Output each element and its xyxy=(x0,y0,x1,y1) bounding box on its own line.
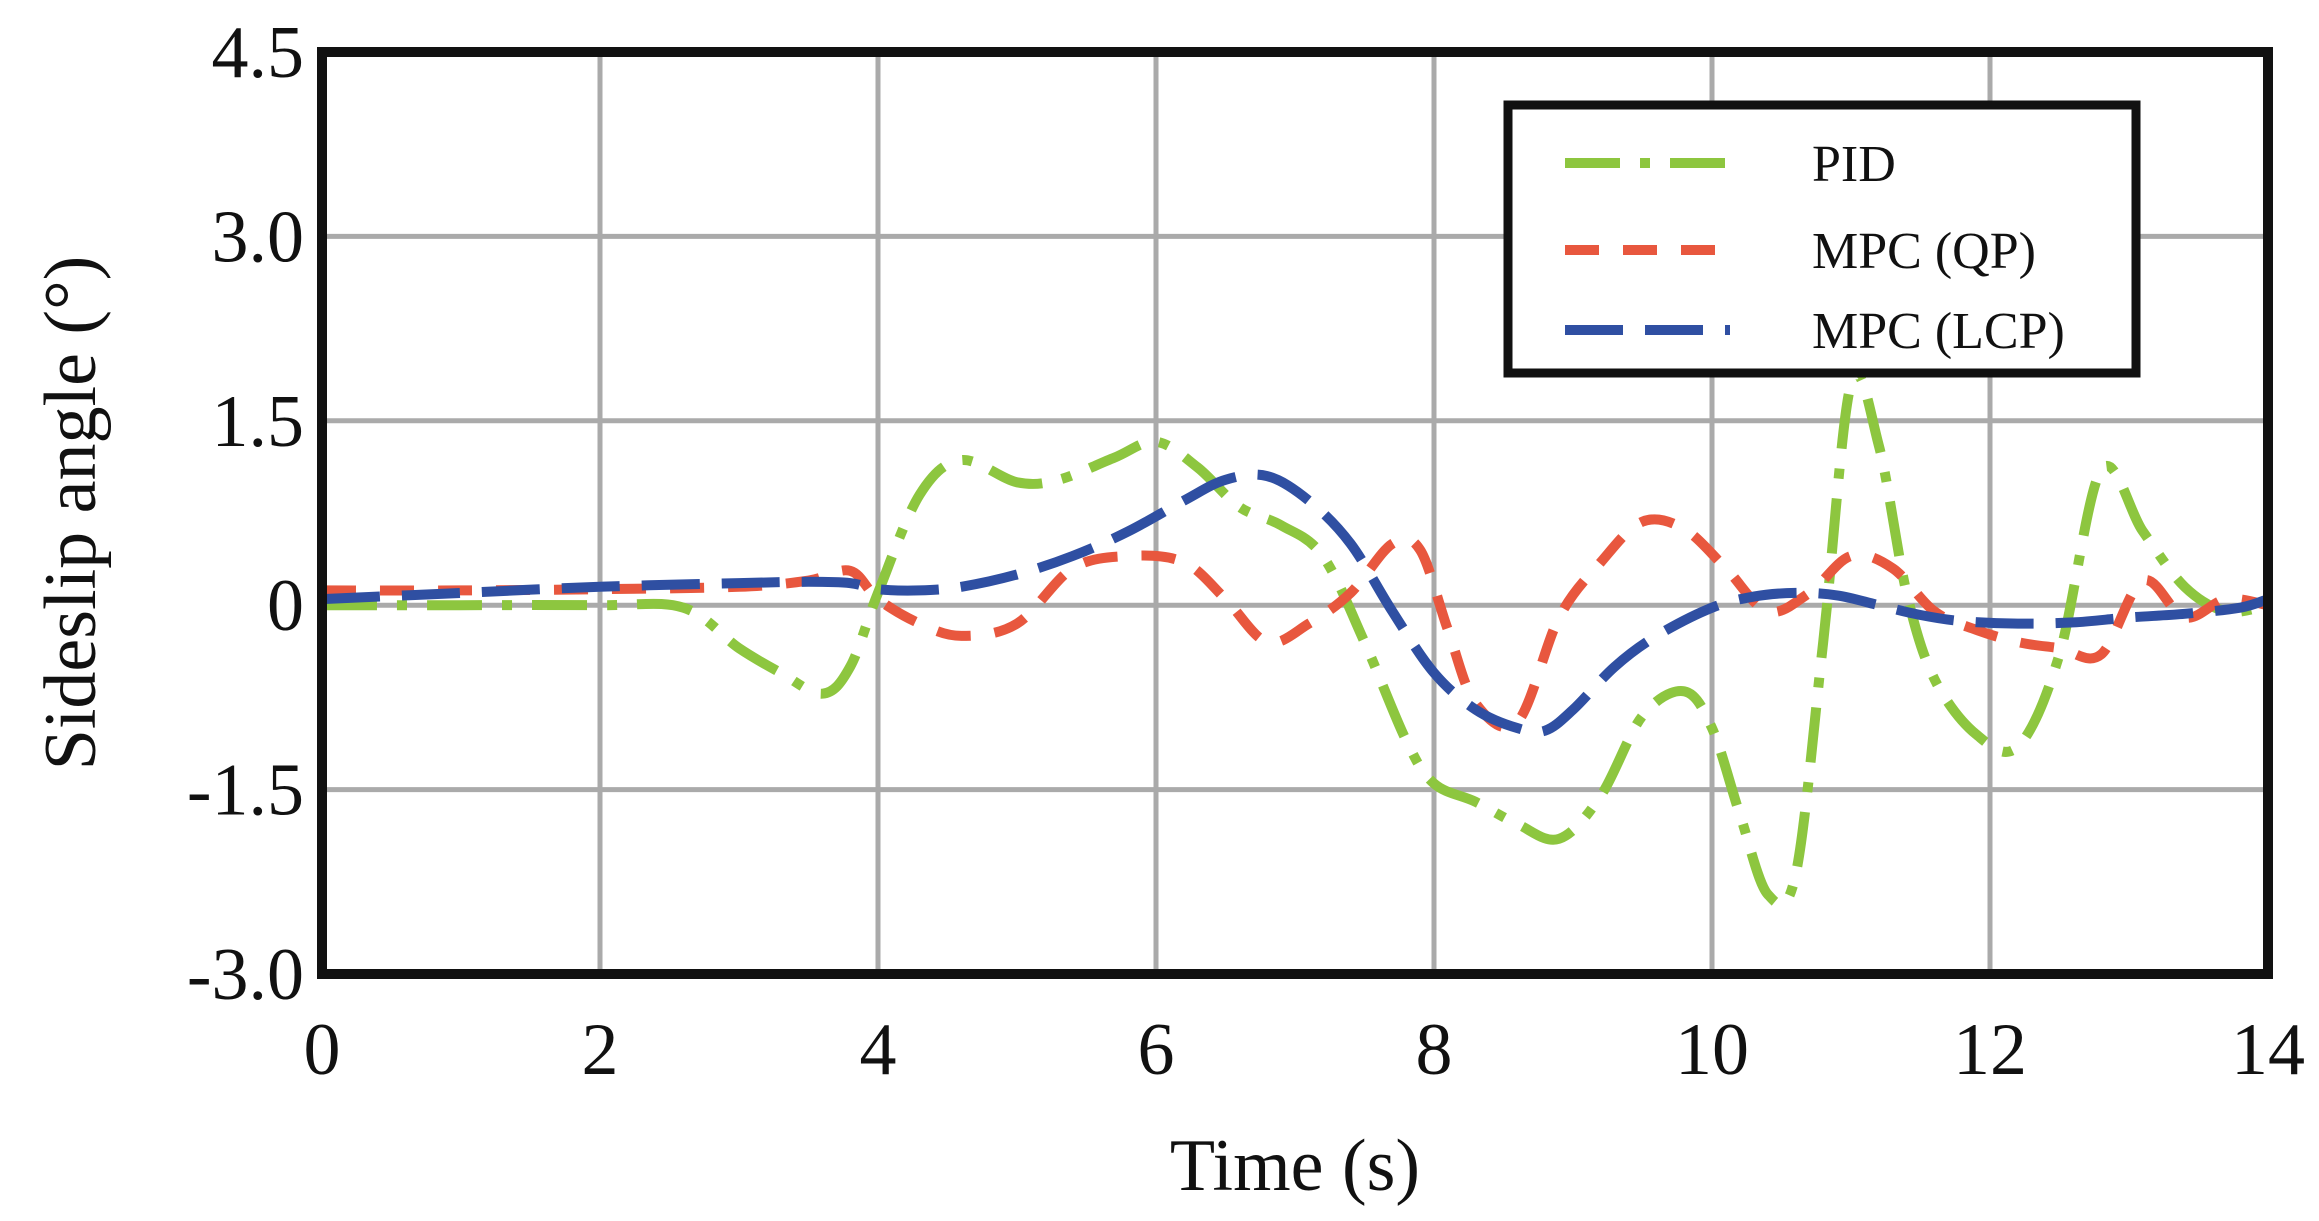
tick-labels: 0 2 4 6 8 10 12 14 -3.0 -1.5 0 1.5 3.0 4.5 xyxy=(187,12,2305,1091)
y-tick-label: 0 xyxy=(267,565,304,647)
legend-label-pid: PID xyxy=(1812,136,1896,193)
y-tick-label: 4.5 xyxy=(212,12,305,94)
legend-label-mpc-qp: MPC (QP) xyxy=(1812,223,2036,280)
legend-label-mpc-lcp: MPC (LCP) xyxy=(1812,303,2065,360)
x-tick-label: 8 xyxy=(1416,1009,1453,1091)
series-line-pid xyxy=(322,369,2270,910)
x-tick-label: 0 xyxy=(304,1009,341,1091)
x-tick-label: 6 xyxy=(1138,1009,1175,1091)
y-tick-label: 3.0 xyxy=(212,196,305,278)
series-line-mpc-qp xyxy=(321,514,2269,733)
plot-frame xyxy=(317,47,2273,979)
x-axis-title: Time (s) xyxy=(1170,1125,1420,1207)
y-tick-label: -3.0 xyxy=(187,934,304,1016)
y-axis-title: Sideslip angle (°) xyxy=(30,256,112,771)
legend-items: PID MPC (QP) MPC (LCP) xyxy=(1565,136,2065,360)
x-tick-label: 2 xyxy=(582,1009,619,1091)
y-tick-label: 1.5 xyxy=(212,381,305,463)
x-tick-label: 4 xyxy=(860,1009,897,1091)
y-tick-label: -1.5 xyxy=(187,750,304,832)
legend: PID MPC (QP) MPC (LCP) xyxy=(1503,100,2141,378)
series-lines xyxy=(321,369,2270,910)
series-line-mpc-lcp xyxy=(321,469,2270,738)
x-tick-label: 10 xyxy=(1675,1009,1749,1091)
x-tick-label: 14 xyxy=(2231,1009,2305,1091)
x-tick-label: 12 xyxy=(1953,1009,2027,1091)
